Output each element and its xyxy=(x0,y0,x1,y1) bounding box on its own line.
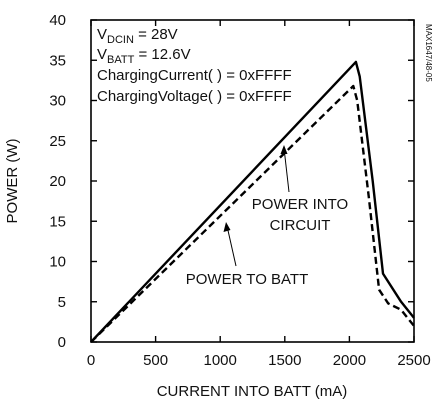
series-power-to-batt xyxy=(90,84,415,343)
annotation-power-into-circuit-line1: POWER INTO xyxy=(252,196,348,213)
y-tick-label: 30 xyxy=(49,93,66,110)
annotation-power-into-circuit-line2: CIRCUIT xyxy=(270,217,331,234)
y-tick-label: 5 xyxy=(58,294,66,311)
x-tick-label: 500 xyxy=(143,352,168,369)
condition-vbatt: VBATT = 12.6V xyxy=(97,46,191,66)
x-tick-label: 1000 xyxy=(204,352,237,369)
x-axis-tick-labels: 0 500 1000 1500 2000 2500 xyxy=(87,352,431,369)
condition-charging-voltage: ChargingVoltage( ) = 0xFFFF xyxy=(97,88,292,105)
x-axis-title: CURRENT INTO BATT (mA) xyxy=(157,383,348,400)
x-tick-label: 2500 xyxy=(397,352,430,369)
x-tick-label: 1500 xyxy=(268,352,301,369)
y-axis-title: POWER (W) xyxy=(4,139,21,224)
conditions-block: VDCIN = 28V VBATT = 12.6V ChargingCurren… xyxy=(97,26,292,105)
y-axis-tick-labels: 0 5 10 15 20 25 30 35 40 xyxy=(49,12,66,351)
annotation-power-to-batt: POWER TO BATT xyxy=(186,271,309,288)
condition-charging-current: ChargingCurrent( ) = 0xFFFF xyxy=(97,67,292,84)
y-tick-label: 0 xyxy=(58,334,66,351)
y-tick-label: 15 xyxy=(49,213,66,230)
annotation-arrowhead-circuit xyxy=(280,145,288,154)
x-tick-label: 2000 xyxy=(333,352,366,369)
x-tick-label: 0 xyxy=(87,352,95,369)
y-tick-label: 20 xyxy=(49,173,66,190)
y-tick-label: 40 xyxy=(49,12,66,29)
figure-id: MAX1647/48-05 xyxy=(424,24,433,82)
series-power-into-circuit xyxy=(90,60,415,343)
y-tick-label: 25 xyxy=(49,133,66,150)
annotation-arrowhead-batt xyxy=(223,222,231,232)
condition-vdcin: VDCIN = 28V xyxy=(97,26,178,46)
y-tick-label: 35 xyxy=(49,52,66,69)
annotation-arrow-circuit xyxy=(283,147,290,193)
x-axis-ticks xyxy=(90,20,415,342)
y-tick-label: 10 xyxy=(49,254,66,271)
annotation-arrow-batt xyxy=(226,225,237,267)
